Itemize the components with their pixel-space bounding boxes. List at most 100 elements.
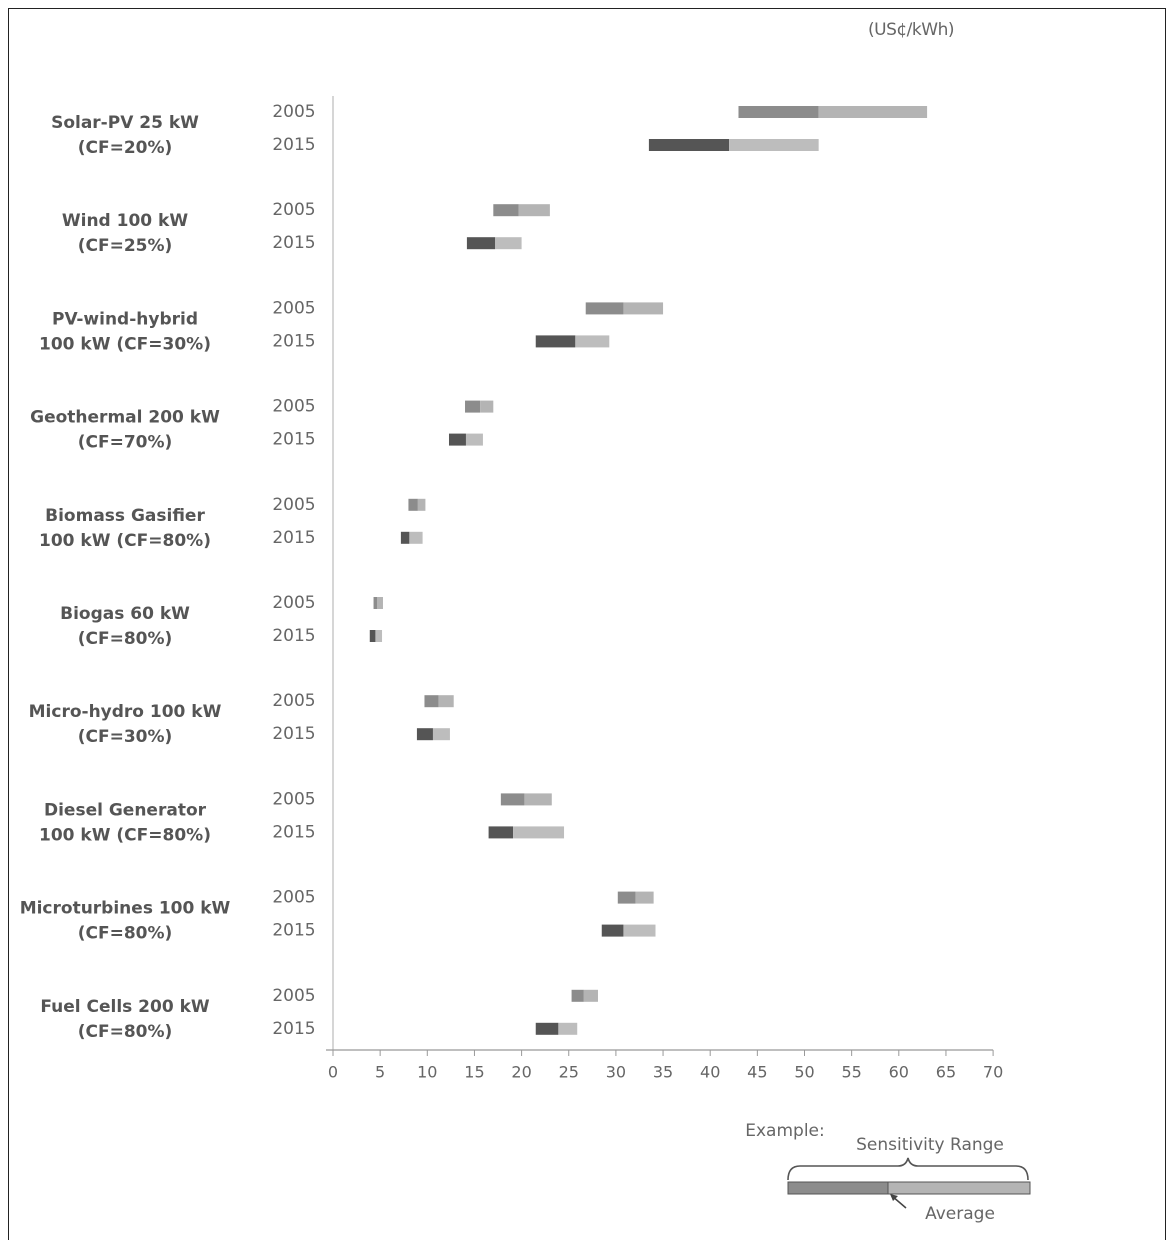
range-bar-low-to-average xyxy=(601,924,624,937)
technology-label: (CF=80%) xyxy=(78,629,173,649)
range-bar-average-to-high xyxy=(375,630,383,642)
technology-label: Diesel Generator xyxy=(44,800,207,820)
legend-bar-low-to-average xyxy=(787,1181,889,1195)
x-tick-label: 45 xyxy=(747,1063,767,1082)
technology-label: (CF=70%) xyxy=(78,433,173,453)
year-label: 2015 xyxy=(272,921,315,941)
year-label: 2005 xyxy=(272,200,315,220)
range-bar-average-to-high xyxy=(575,335,610,348)
x-tick-label: 70 xyxy=(983,1063,1003,1082)
range-bar-average-to-high xyxy=(377,597,383,609)
legend-example-label: Example: xyxy=(745,1121,824,1141)
technology-label: Fuel Cells 200 kW xyxy=(40,997,210,1017)
year-label: 2015 xyxy=(272,528,315,548)
range-bar-low-to-average xyxy=(648,139,730,151)
range-bar-average-to-high xyxy=(729,139,819,151)
year-label: 2005 xyxy=(272,298,315,318)
range-bar-average-to-high xyxy=(432,728,450,741)
range-bar-low-to-average xyxy=(408,498,418,511)
range-bar-average-to-high xyxy=(438,695,454,708)
technology-label: (CF=30%) xyxy=(78,727,173,747)
year-label: 2005 xyxy=(272,102,315,122)
x-tick-label: 0 xyxy=(328,1063,338,1082)
range-bar-average-to-high xyxy=(623,924,656,937)
technology-label: 100 kW (CF=80%) xyxy=(39,531,211,551)
technology-label: (CF=80%) xyxy=(78,924,173,944)
range-bar-low-to-average xyxy=(488,826,514,839)
year-label: 2015 xyxy=(272,724,315,744)
range-bar-average-to-high xyxy=(558,1022,578,1035)
year-label: 2005 xyxy=(272,397,315,417)
range-bar-average-to-high xyxy=(409,531,423,544)
range-bar-average-to-high xyxy=(818,106,928,118)
year-label: 2005 xyxy=(272,789,315,809)
legend-range-label: Sensitivity Range xyxy=(856,1135,1004,1155)
x-tick-label: 35 xyxy=(653,1063,673,1082)
technology-label: Solar-PV 25 kW xyxy=(51,113,199,133)
technology-label: PV-wind-hybrid xyxy=(52,309,198,329)
legend-average-arrowhead xyxy=(890,1194,898,1201)
range-bar-average-to-high xyxy=(495,237,522,250)
year-label: 2015 xyxy=(272,1019,315,1039)
range-bar-low-to-average xyxy=(416,728,433,741)
range-bar-low-to-average xyxy=(400,531,410,544)
range-bar-low-to-average xyxy=(535,335,576,348)
technology-label: Geothermal 200 kW xyxy=(30,408,220,428)
technology-label: Biogas 60 kW xyxy=(60,604,190,624)
technology-label: (CF=80%) xyxy=(78,1022,173,1042)
technology-label: Microturbines 100 kW xyxy=(20,899,231,919)
range-bar-low-to-average xyxy=(617,891,636,904)
legend-average-label: Average xyxy=(925,1204,995,1224)
range-bar-low-to-average xyxy=(448,433,466,446)
range-bar-low-to-average xyxy=(500,793,525,806)
year-label: 2005 xyxy=(272,691,315,711)
figure-frame xyxy=(8,8,1166,1240)
range-bar-low-to-average xyxy=(571,989,584,1002)
technology-label: Wind 100 kW xyxy=(62,211,188,231)
range-bar-low-to-average xyxy=(535,1022,559,1035)
technology-label: (CF=25%) xyxy=(78,236,173,256)
x-tick-label: 10 xyxy=(417,1063,437,1082)
range-bar-average-to-high xyxy=(465,433,483,446)
range-bar-low-to-average xyxy=(369,630,376,642)
legend-brace xyxy=(787,1157,1029,1181)
x-tick-label: 5 xyxy=(375,1063,385,1082)
x-tick-label: 30 xyxy=(606,1063,626,1082)
range-bar-average-to-high xyxy=(583,989,598,1002)
year-label: 2015 xyxy=(272,626,315,646)
x-tick-label: 65 xyxy=(936,1063,956,1082)
range-bar-average-to-high xyxy=(417,498,426,511)
range-bar-average-to-high xyxy=(513,826,565,839)
range-bar-average-to-high xyxy=(524,793,552,806)
year-label: 2015 xyxy=(272,822,315,842)
year-label: 2005 xyxy=(272,986,315,1006)
year-label: 2005 xyxy=(272,593,315,613)
technology-label: (CF=20%) xyxy=(78,138,173,158)
x-tick-label: 40 xyxy=(700,1063,720,1082)
range-bar-low-to-average xyxy=(493,204,519,217)
x-tick-label: 60 xyxy=(889,1063,909,1082)
range-bar-low-to-average xyxy=(465,400,481,413)
range-bar-average-to-high xyxy=(480,400,494,413)
technology-label: 100 kW (CF=30%) xyxy=(39,334,211,354)
range-bar-low-to-average xyxy=(466,237,496,250)
x-tick-label: 50 xyxy=(794,1063,814,1082)
technology-label: Micro-hydro 100 kW xyxy=(29,702,222,722)
technology-label: 100 kW (CF=80%) xyxy=(39,825,211,845)
x-tick-label: 55 xyxy=(841,1063,861,1082)
range-bar-average-to-high xyxy=(518,204,550,217)
x-tick-label: 15 xyxy=(464,1063,484,1082)
x-tick-label: 25 xyxy=(559,1063,579,1082)
range-bar-average-to-high xyxy=(635,891,654,904)
year-label: 2015 xyxy=(272,135,315,155)
range-bar-low-to-average xyxy=(738,106,819,118)
x-tick-label: 20 xyxy=(511,1063,531,1082)
legend-bar-average-to-high xyxy=(887,1181,1031,1195)
range-bar-low-to-average xyxy=(424,695,439,708)
unit-label: (US¢/kWh) xyxy=(868,20,954,40)
range-bar-average-to-high xyxy=(623,302,664,315)
year-label: 2005 xyxy=(272,888,315,908)
technology-label: Biomass Gasifier xyxy=(45,506,205,526)
year-label: 2005 xyxy=(272,495,315,515)
